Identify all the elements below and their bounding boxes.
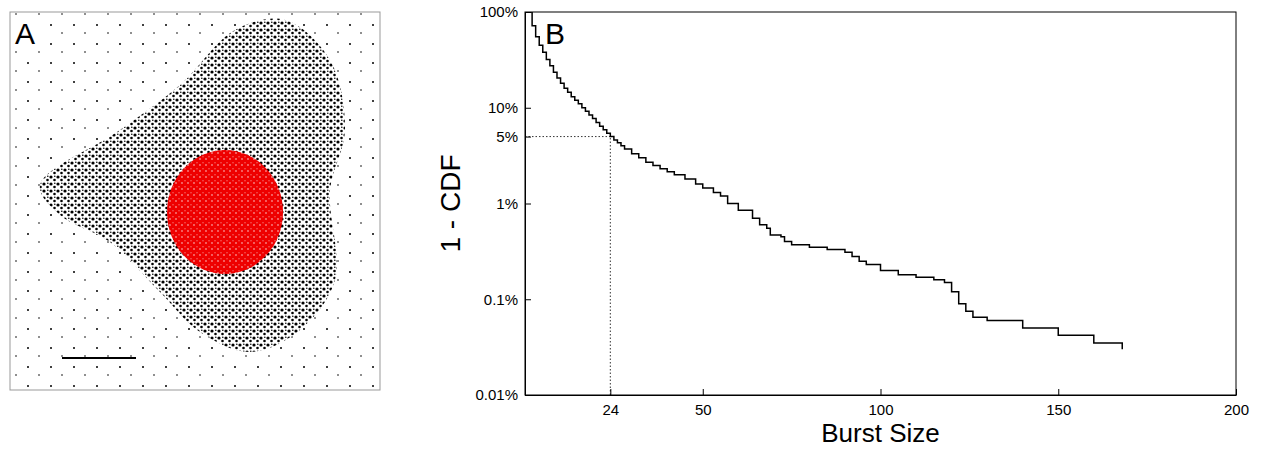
x-axis: 24 50 100 150 200 [526, 389, 1250, 418]
x-tick-label: 50 [695, 401, 712, 418]
y-tick-mark [525, 108, 531, 109]
x-axis-title: Burst Size [821, 418, 940, 448]
y-tick-label: 5% [496, 128, 518, 145]
y-tick-label: 100% [480, 3, 518, 20]
y-tick: 10% [488, 99, 531, 116]
threshold-vertical [610, 137, 611, 395]
y-tick: 100% [480, 3, 531, 20]
figure: A 24 50 100 150 200 0.01% 0.1% 1% 5% 10% 100% B Burst… [0, 0, 1264, 452]
y-tick-label: 1% [496, 195, 518, 212]
y-tick-mark [525, 299, 531, 300]
y-tick: 0.1% [484, 291, 531, 308]
x-tick-mark [1058, 389, 1059, 395]
x-tick: 150 [1046, 389, 1071, 418]
plot-area [525, 12, 1122, 395]
x-tick-label: 24 [602, 401, 619, 418]
y-tick-label: 0.1% [484, 291, 518, 308]
y-tick-mark [525, 204, 531, 205]
x-tick-label: 200 [1224, 401, 1249, 418]
cell-body [40, 19, 345, 352]
plot-frame [525, 12, 1236, 395]
x-tick: 50 [695, 389, 712, 418]
cdf-line [529, 12, 1123, 349]
x-tick-mark [881, 389, 882, 395]
x-tick-mark [1236, 389, 1237, 395]
y-axis: 0.01% 0.1% 1% 5% 10% 100% [475, 3, 531, 403]
y-tick-label: 10% [488, 99, 518, 116]
y-tick-label: 0.01% [475, 386, 518, 403]
panel-label: A [15, 17, 35, 50]
x-tick: 24 [602, 389, 619, 418]
x-tick-mark [703, 389, 704, 395]
x-tick: 100 [868, 389, 893, 418]
y-tick-mark [525, 395, 531, 396]
y-tick: 0.01% [475, 386, 531, 403]
panel-label: B [545, 17, 565, 50]
x-tick: 200 [1224, 389, 1249, 418]
y-axis-title: 1 - CDF [435, 155, 466, 253]
nucleus [167, 150, 283, 274]
x-axis-line [526, 395, 1237, 396]
x-tick-label: 150 [1046, 401, 1071, 418]
threshold-horizontal [525, 136, 610, 137]
scale-bar [62, 357, 136, 359]
panel-b: 24 50 100 150 200 0.01% 0.1% 1% 5% 10% 100% B Burst … [435, 3, 1249, 448]
image-frame [10, 12, 380, 390]
panel-a: A [10, 12, 380, 390]
x-tick-label: 100 [868, 401, 893, 418]
y-tick: 1% [496, 195, 531, 212]
